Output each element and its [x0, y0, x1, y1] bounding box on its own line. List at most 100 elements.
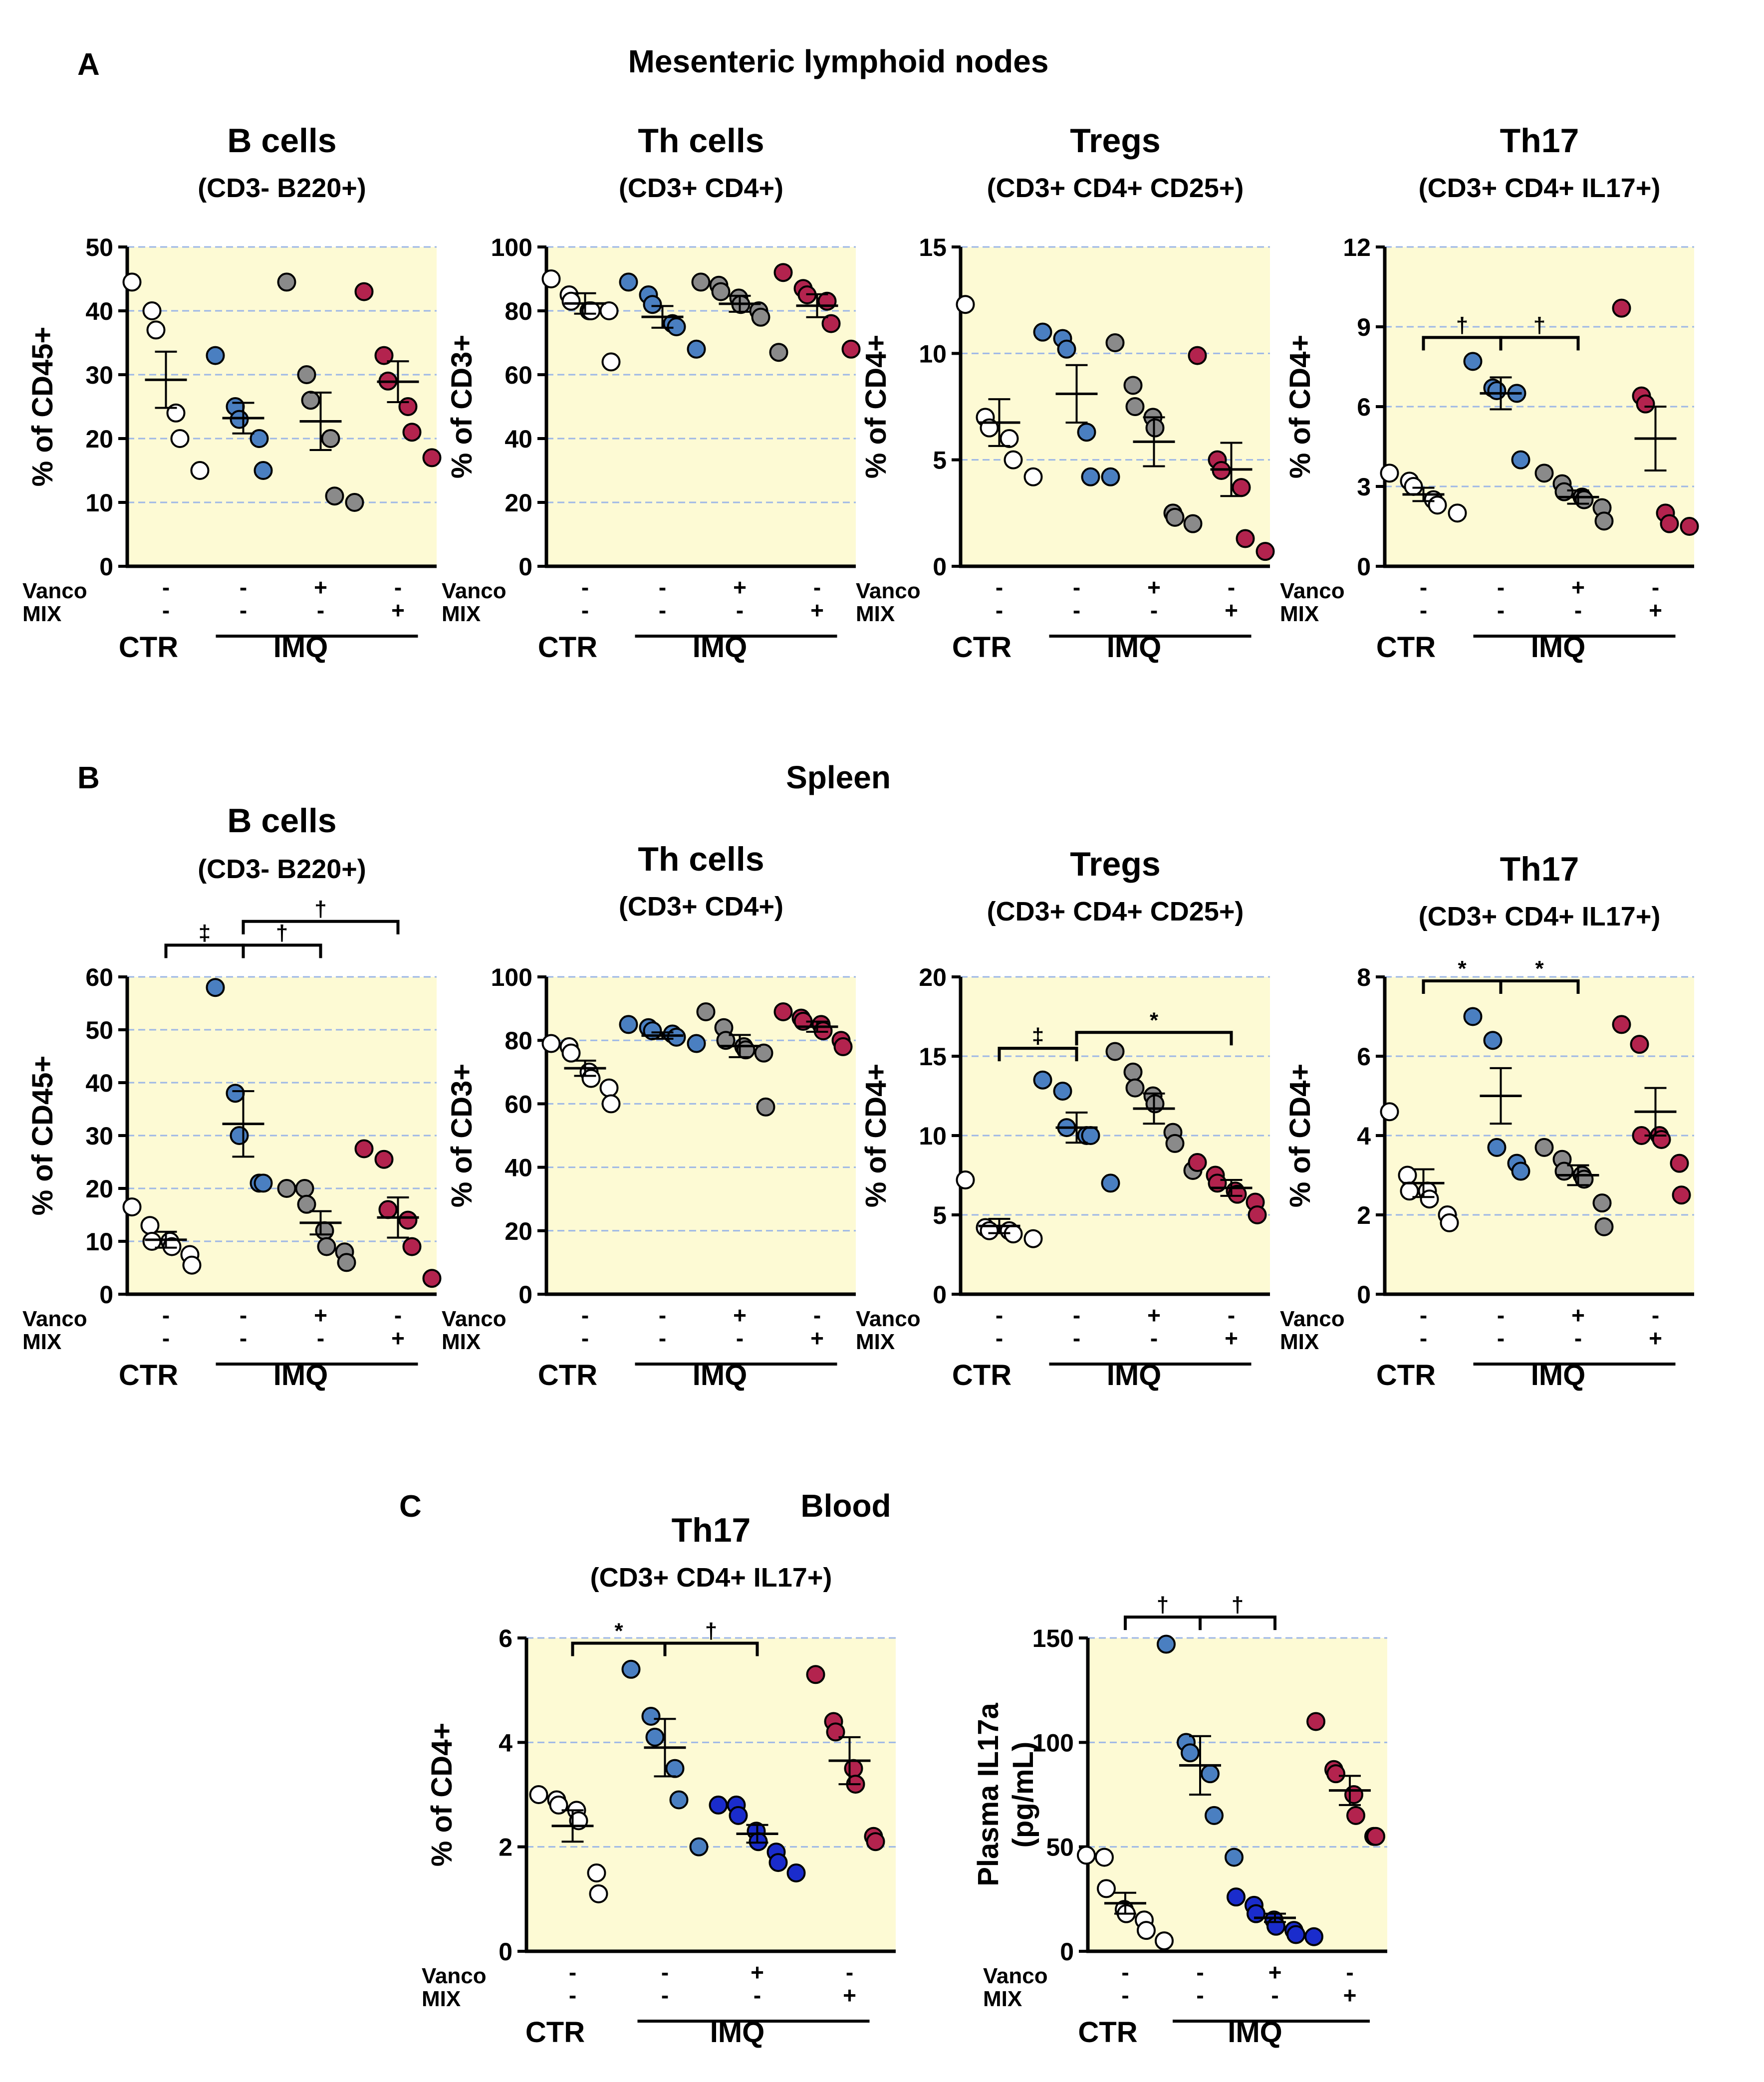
vanco-sign: + [1571, 1302, 1585, 1328]
data-point [1440, 1213, 1459, 1232]
data-point [1487, 381, 1507, 400]
data-point [751, 307, 770, 327]
data-point [230, 410, 249, 429]
vanco-sign: - [996, 574, 1003, 600]
data-point [1247, 1904, 1265, 1923]
data-point [768, 1853, 788, 1872]
data-point [665, 1759, 685, 1778]
significance-bracket [663, 1641, 759, 1656]
chart-a-th17: Th17 (CD3+ CD4+ IL17+) 0 3 6 9 12 % of CD4+ † † Va… [1280, 122, 1699, 664]
significance-label: * [1535, 956, 1544, 981]
vanco-sign: + [733, 574, 747, 600]
y-tick-label: 5 [933, 447, 947, 474]
y-tick-label: 0 [1357, 553, 1371, 581]
mix-sign: + [1343, 1982, 1357, 2008]
data-point [1248, 1205, 1267, 1224]
mix-label: MIX [856, 602, 895, 626]
mix-sign: - [1574, 1325, 1582, 1351]
section-title-blood: Blood [800, 1488, 891, 1524]
data-point [1081, 467, 1100, 486]
mix-sign: + [810, 597, 824, 623]
mix-sign: - [1271, 1982, 1278, 2008]
mix-sign: - [162, 1325, 170, 1351]
data-point [142, 301, 162, 320]
y-tick-label: 0 [1357, 1281, 1371, 1309]
data-point [1155, 1931, 1174, 1951]
data-point [601, 352, 621, 372]
plot-area [961, 247, 1270, 566]
data-point [691, 272, 711, 292]
data-point [1463, 352, 1483, 371]
ctr-label: CTR [952, 1359, 1011, 1391]
y-axis-label: % of CD45+ [26, 1056, 59, 1216]
data-point [1227, 1887, 1246, 1907]
mix-sign: - [1497, 597, 1505, 623]
chart-subtitle: (CD3+ CD4+ IL17+) [590, 1563, 832, 1593]
vanco-sign: + [314, 1302, 327, 1328]
data-point [1420, 1189, 1439, 1209]
mix-sign: - [659, 597, 666, 623]
y-tick-label: 30 [85, 1122, 113, 1150]
imq-label: IMQ [710, 2016, 765, 2049]
mix-sign: + [1225, 597, 1238, 623]
data-point [667, 1027, 686, 1047]
y-tick-label: 100 [1032, 1729, 1074, 1757]
y-tick-label: 0 [499, 1938, 512, 1966]
data-point [422, 448, 442, 467]
y-tick-label: 10 [85, 489, 113, 517]
y-tick-label: 60 [85, 963, 113, 991]
y-tick-label: 20 [85, 1175, 113, 1203]
chart-subtitle: (CD3+ CD4+) [619, 173, 783, 203]
significance-label: † [1157, 1593, 1169, 1617]
significance-label: * [614, 1619, 623, 1643]
significance-bracket [1124, 1616, 1202, 1630]
vanco-sign: + [314, 574, 327, 600]
data-point [1081, 1126, 1100, 1145]
y-tick-label: 0 [1060, 1938, 1074, 1966]
data-point [1286, 1925, 1305, 1944]
significance-bracket [998, 1047, 1078, 1062]
data-point [773, 1002, 793, 1021]
significance-label: ‡ [199, 921, 211, 945]
y-axis-label: % of CD4+ [1284, 335, 1316, 478]
y-tick-label: 12 [1343, 233, 1371, 261]
mix-sign: - [1574, 597, 1582, 623]
y-tick-label: 150 [1032, 1624, 1074, 1652]
mix-sign: + [1225, 1325, 1238, 1351]
data-point [541, 269, 561, 288]
chart-subtitle: (CD3+ CD4+ IL17+) [1419, 173, 1661, 203]
imq-label: IMQ [1107, 631, 1162, 664]
significance-label: * [1150, 1008, 1159, 1032]
data-point [1612, 298, 1631, 318]
vanco-sign: - [1228, 1302, 1235, 1328]
data-point [422, 1269, 442, 1288]
ctr-label: CTR [525, 2016, 585, 2049]
data-point [817, 291, 837, 311]
y-tick-label: 10 [919, 340, 947, 368]
y-tick-label: 20 [504, 489, 532, 517]
data-point [756, 1097, 775, 1117]
chart-a-b-cells: B cells (CD3- B220+) 0 10 20 30 40 50 % of CD45+… [22, 122, 442, 664]
data-point [1483, 1031, 1503, 1050]
data-point [1511, 1161, 1530, 1181]
vanco-sign: + [733, 1302, 747, 1328]
data-point [561, 291, 581, 311]
data-point [1101, 1173, 1120, 1193]
data-point [1592, 1193, 1612, 1213]
data-point [1366, 1827, 1385, 1846]
y-axis-label-unit: (pg/mL) [1007, 1742, 1039, 1848]
vanco-label: Vanco [1280, 1307, 1345, 1331]
data-point [687, 1034, 706, 1053]
data-point [378, 1200, 398, 1219]
data-point [844, 1759, 863, 1778]
vanco-sign: - [1121, 1959, 1129, 1985]
data-point [541, 1034, 561, 1053]
vanco-sign: - [1497, 1302, 1505, 1328]
y-tick-label: 6 [499, 1624, 512, 1652]
y-tick-label: 40 [504, 1154, 532, 1182]
y-tick-label: 80 [504, 297, 532, 325]
chart-a-tregs: Tregs (CD3+ CD4+ CD25+) 0 5 10 15 % of CD4+ Van… [856, 122, 1275, 664]
vanco-sign: - [813, 1302, 821, 1328]
data-point [1101, 467, 1120, 486]
